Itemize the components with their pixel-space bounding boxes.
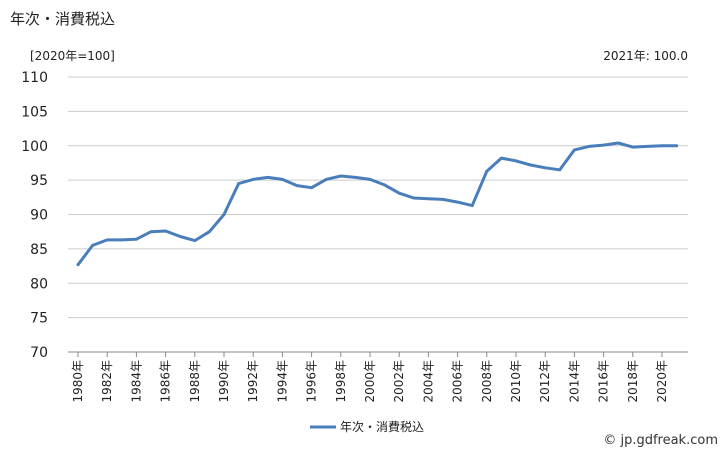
data-point bbox=[105, 238, 109, 242]
data-point bbox=[251, 178, 255, 181]
data-point bbox=[616, 141, 620, 145]
y-tick-label: 105 bbox=[21, 104, 48, 120]
x-tick-label: 2006年 bbox=[451, 360, 465, 403]
x-tick-label: 1988年 bbox=[188, 360, 202, 403]
y-tick-label: 85 bbox=[30, 242, 48, 258]
x-tick-label: 2016年 bbox=[597, 360, 611, 403]
chart-title: 年次・消費税込 bbox=[10, 10, 115, 28]
x-axis-tick-labels: 1980年 1982年 1984年 1986年 1988年 1990年 1992年 1994年… bbox=[71, 352, 669, 403]
y-axis-tick-labels: 110 105 100 95 90 85 80 75 70 bbox=[21, 70, 48, 361]
x-tick-label: 2000年 bbox=[363, 360, 377, 403]
data-point bbox=[500, 156, 503, 160]
data-point bbox=[675, 144, 678, 148]
data-point bbox=[222, 213, 226, 216]
y-tick-label: 75 bbox=[30, 311, 48, 327]
note-label: 2021年: 100.0 bbox=[603, 49, 688, 63]
y-tick-label: 70 bbox=[30, 345, 48, 361]
x-tick-label: 2014年 bbox=[567, 360, 581, 403]
x-tick-label: 1998年 bbox=[334, 360, 348, 403]
grid-lines bbox=[68, 76, 688, 319]
data-point bbox=[573, 148, 576, 152]
data-point bbox=[383, 183, 386, 187]
data-point bbox=[514, 159, 518, 163]
data-point bbox=[120, 238, 124, 242]
x-tick-label: 1990年 bbox=[217, 360, 231, 403]
y-tick-label: 90 bbox=[30, 208, 48, 224]
series-layer bbox=[76, 141, 679, 267]
x-tick-label: 2002年 bbox=[392, 360, 406, 403]
x-tick-label: 1992年 bbox=[246, 360, 260, 403]
data-point bbox=[441, 197, 445, 201]
data-point bbox=[237, 182, 241, 185]
credit-text: © jp.gdfreak.com bbox=[603, 433, 718, 448]
data-point bbox=[324, 178, 328, 181]
data-point bbox=[470, 204, 474, 207]
data-point bbox=[164, 229, 168, 233]
data-point bbox=[266, 175, 270, 179]
x-tick-label: 1984年 bbox=[129, 360, 143, 403]
data-point bbox=[208, 230, 211, 234]
data-point bbox=[485, 169, 489, 173]
data-point bbox=[631, 145, 635, 149]
data-point bbox=[149, 230, 153, 234]
data-point bbox=[281, 178, 284, 181]
data-point bbox=[135, 237, 138, 241]
data-point bbox=[339, 174, 343, 178]
series-line bbox=[76, 141, 679, 267]
data-point bbox=[368, 178, 372, 181]
data-point bbox=[397, 191, 401, 195]
x-tick-label: 1986年 bbox=[159, 360, 173, 403]
x-tick-label: 1996年 bbox=[305, 360, 319, 403]
data-point bbox=[558, 168, 562, 172]
y-tick-label: 110 bbox=[21, 70, 48, 86]
unit-label: [2020年=100] bbox=[30, 49, 115, 63]
x-tick-label: 2018年 bbox=[626, 360, 640, 403]
data-point bbox=[602, 143, 605, 147]
data-point bbox=[660, 144, 664, 148]
data-point bbox=[543, 166, 547, 170]
legend: 年次・消費税込 bbox=[310, 419, 424, 434]
y-tick-label: 95 bbox=[30, 173, 48, 189]
data-point bbox=[354, 175, 357, 179]
x-tick-label: 2004年 bbox=[421, 360, 435, 403]
y-tick-label: 80 bbox=[30, 276, 48, 292]
x-tick-label: 1980年 bbox=[71, 360, 85, 403]
y-tick-label: 100 bbox=[21, 139, 48, 155]
x-tick-label: 1982年 bbox=[100, 360, 114, 403]
x-tick-label: 2020年 bbox=[655, 360, 669, 403]
data-point bbox=[427, 197, 430, 201]
x-tick-label: 2010年 bbox=[509, 360, 523, 403]
data-point bbox=[91, 244, 94, 247]
x-tick-label: 1994年 bbox=[275, 360, 289, 403]
data-point bbox=[646, 145, 649, 148]
data-point bbox=[412, 196, 416, 200]
data-point bbox=[295, 184, 299, 188]
data-point bbox=[178, 235, 182, 238]
data-point bbox=[529, 163, 532, 167]
data-point bbox=[193, 239, 197, 243]
data-point bbox=[456, 200, 459, 204]
data-point bbox=[76, 263, 80, 267]
x-tick-label: 2008年 bbox=[480, 360, 494, 403]
data-point bbox=[587, 145, 591, 148]
x-tick-label: 2012年 bbox=[538, 360, 552, 403]
legend-label: 年次・消費税込 bbox=[340, 419, 424, 434]
data-point bbox=[310, 186, 313, 190]
